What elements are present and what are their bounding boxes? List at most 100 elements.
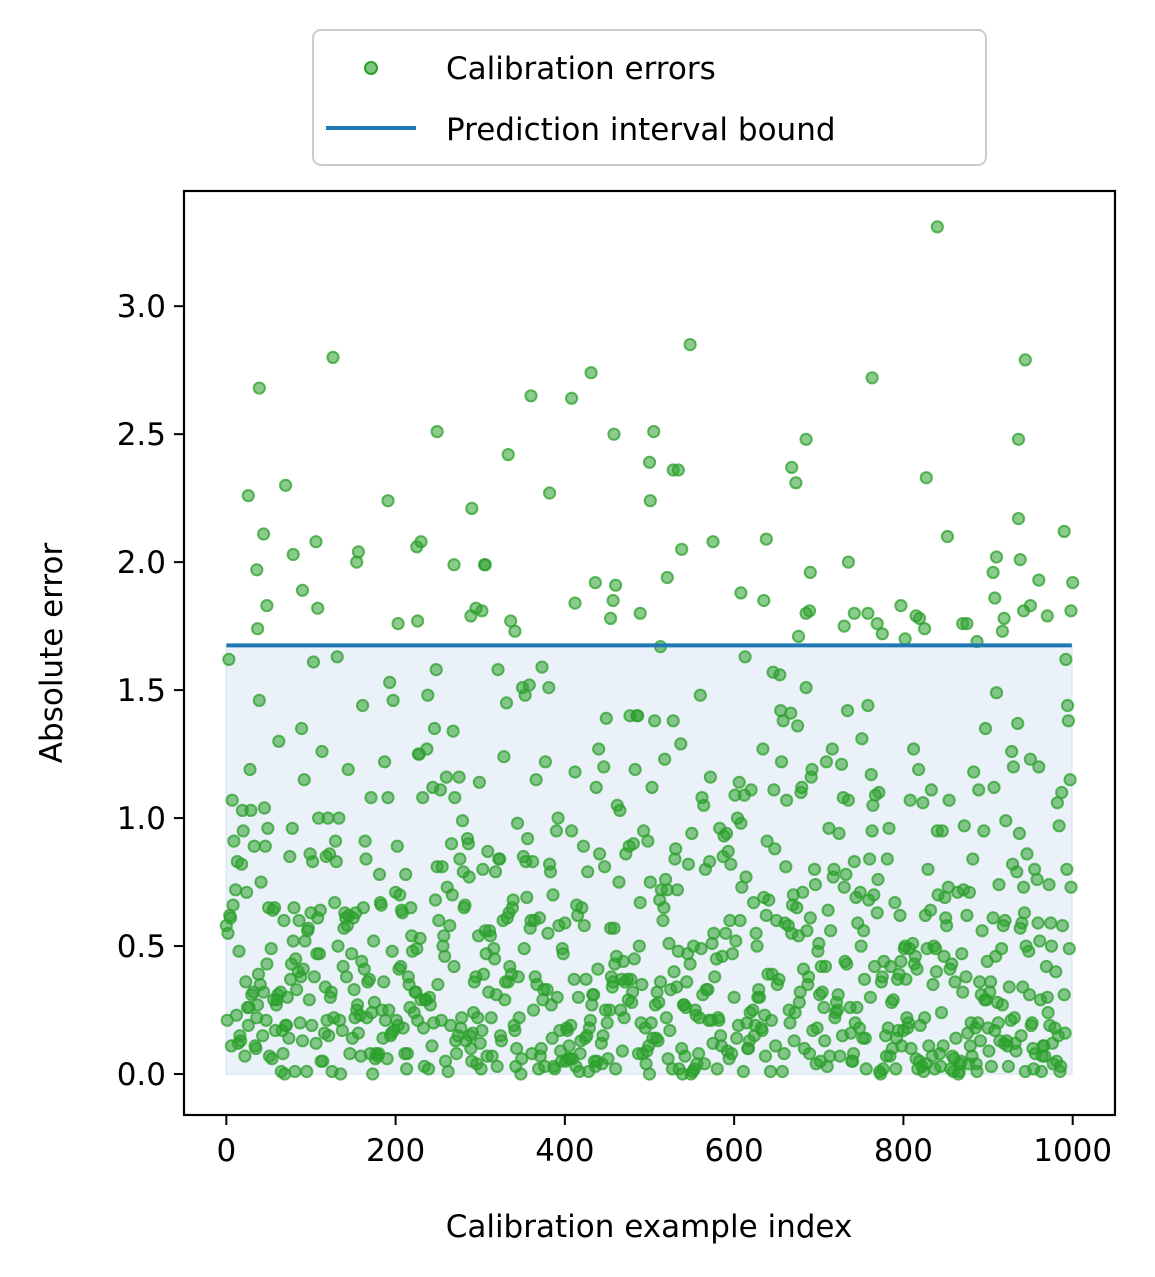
data-point bbox=[652, 995, 666, 1010]
data-point bbox=[739, 870, 753, 884]
data-point bbox=[710, 1062, 724, 1076]
data-point bbox=[667, 965, 681, 979]
data-point bbox=[734, 816, 748, 830]
data-point bbox=[421, 688, 435, 702]
data-point bbox=[381, 791, 395, 805]
data-point bbox=[774, 755, 789, 769]
data-point bbox=[648, 714, 662, 728]
data-point bbox=[780, 793, 794, 807]
data-point bbox=[671, 463, 685, 477]
data-point bbox=[522, 678, 536, 692]
data-point bbox=[934, 1006, 949, 1020]
data-point bbox=[773, 668, 787, 682]
data-point bbox=[329, 855, 343, 869]
data-point bbox=[511, 970, 525, 984]
data-point bbox=[837, 880, 851, 894]
data-point bbox=[311, 601, 325, 615]
data-point bbox=[706, 535, 720, 549]
data-point bbox=[534, 1041, 548, 1056]
data-point bbox=[642, 1067, 657, 1081]
data-point bbox=[812, 936, 826, 951]
data-point bbox=[764, 1013, 779, 1027]
data-point bbox=[551, 811, 565, 825]
data-point bbox=[261, 821, 275, 835]
data-point bbox=[573, 1047, 587, 1061]
data-point bbox=[1055, 785, 1069, 800]
data-point bbox=[226, 898, 240, 912]
data-point bbox=[839, 867, 853, 882]
data-point bbox=[757, 593, 771, 608]
data-point bbox=[1017, 906, 1032, 920]
y-tick-label: 0.0 bbox=[117, 1057, 166, 1093]
data-point bbox=[279, 478, 293, 492]
data-point bbox=[756, 742, 770, 756]
data-point bbox=[229, 883, 243, 897]
data-point bbox=[609, 578, 623, 592]
data-point bbox=[252, 381, 266, 395]
data-point bbox=[865, 371, 879, 385]
data-point bbox=[277, 913, 291, 928]
data-point bbox=[746, 1003, 760, 1017]
data-point bbox=[1058, 1026, 1072, 1040]
data-point bbox=[949, 1031, 963, 1045]
data-point bbox=[1033, 934, 1047, 948]
data-point bbox=[393, 888, 407, 902]
data-point bbox=[841, 555, 856, 569]
data-point bbox=[657, 901, 671, 915]
data-point bbox=[703, 770, 718, 784]
legend-label-prediction-bound: Prediction interval bound bbox=[446, 112, 836, 148]
data-point bbox=[776, 714, 790, 728]
data-point bbox=[1011, 432, 1026, 446]
data-point bbox=[643, 494, 657, 508]
data-point bbox=[399, 867, 413, 882]
data-point bbox=[863, 990, 878, 1004]
data-point bbox=[926, 977, 940, 992]
data-point bbox=[497, 750, 511, 764]
data-point bbox=[550, 990, 564, 1004]
data-point bbox=[241, 489, 255, 503]
data-point bbox=[808, 878, 823, 892]
data-point bbox=[940, 529, 955, 544]
data-point bbox=[568, 765, 582, 779]
y-tick-label: 1.5 bbox=[117, 673, 166, 709]
data-point bbox=[857, 924, 871, 938]
data-point bbox=[955, 947, 969, 961]
data-point bbox=[835, 757, 849, 771]
data-point bbox=[316, 1054, 330, 1068]
data-point bbox=[772, 972, 786, 986]
data-point bbox=[447, 558, 461, 572]
data-point bbox=[750, 939, 764, 953]
data-point bbox=[345, 947, 359, 961]
data-point bbox=[789, 476, 803, 490]
data-point bbox=[626, 985, 640, 999]
data-point bbox=[251, 998, 265, 1012]
data-point bbox=[441, 1064, 455, 1079]
data-point bbox=[1020, 847, 1034, 861]
data-point bbox=[948, 975, 962, 989]
data-point bbox=[433, 783, 447, 797]
data-point bbox=[575, 901, 589, 915]
data-point bbox=[1066, 576, 1080, 590]
data-point bbox=[475, 1023, 489, 1038]
data-point bbox=[579, 972, 593, 986]
data-point bbox=[510, 816, 525, 830]
data-point bbox=[921, 862, 935, 876]
data-point bbox=[462, 870, 476, 884]
data-point bbox=[802, 604, 817, 618]
data-point bbox=[830, 1003, 845, 1017]
data-point bbox=[1054, 1059, 1068, 1074]
data-point bbox=[616, 954, 630, 969]
data-point bbox=[347, 983, 361, 997]
data-point bbox=[662, 936, 676, 951]
data-point bbox=[755, 1023, 769, 1038]
data-point bbox=[259, 1013, 273, 1027]
data-point bbox=[546, 888, 560, 902]
data-point bbox=[1061, 698, 1075, 713]
data-point bbox=[540, 983, 554, 997]
x-axis-title: Calibration example index bbox=[446, 1209, 853, 1245]
data-point bbox=[793, 985, 807, 999]
data-point bbox=[549, 824, 564, 838]
data-point bbox=[265, 1052, 279, 1066]
data-point bbox=[725, 947, 740, 961]
data-point bbox=[841, 793, 856, 807]
